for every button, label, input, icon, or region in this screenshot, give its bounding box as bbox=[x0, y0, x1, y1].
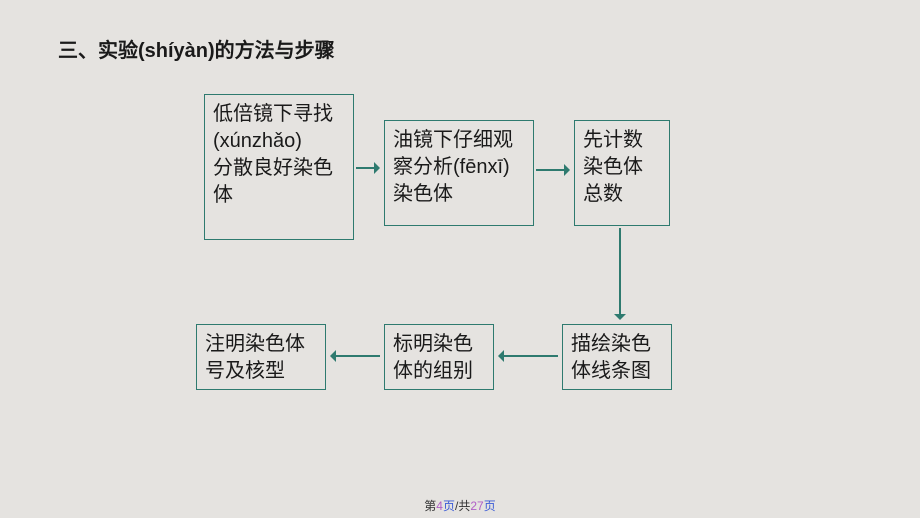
node-draw-lines: 描绘染色体线条图 bbox=[562, 324, 672, 390]
node-count-total: 先计数染色体总数 bbox=[574, 120, 670, 226]
page-footer: 第4页/共27页 bbox=[0, 497, 920, 514]
arrow-head-icon bbox=[374, 162, 380, 174]
node-mark-groups: 标明染色体的组别 bbox=[384, 324, 494, 390]
arrow-head-icon bbox=[498, 350, 504, 362]
arrow-head-icon bbox=[330, 350, 336, 362]
node-low-magnification: 低倍镜下寻找 (xúnzhǎo) 分散良好染色体 bbox=[204, 94, 354, 240]
footer-prefix: 第 bbox=[424, 499, 436, 513]
node-oil-immersion: 油镜下仔细观察分析(fēnxī)染色体 bbox=[384, 120, 534, 226]
arrow-line bbox=[336, 355, 380, 357]
footer-suffix: 页 bbox=[484, 499, 496, 513]
arrow-line bbox=[619, 228, 621, 314]
arrow-line bbox=[356, 167, 374, 169]
arrow-head-icon bbox=[614, 314, 626, 320]
section-heading: 三、实验(shíyàn)的方法与步骤 bbox=[58, 34, 335, 63]
arrow-line bbox=[504, 355, 558, 357]
footer-total: 27 bbox=[470, 499, 483, 513]
node-annotate-karyotype: 注明染色体号及核型 bbox=[196, 324, 326, 390]
arrow-head-icon bbox=[564, 164, 570, 176]
footer-mid2: /共 bbox=[455, 499, 470, 513]
arrow-line bbox=[536, 169, 564, 171]
footer-page: 4 bbox=[436, 499, 443, 513]
footer-mid1: 页 bbox=[443, 499, 455, 513]
